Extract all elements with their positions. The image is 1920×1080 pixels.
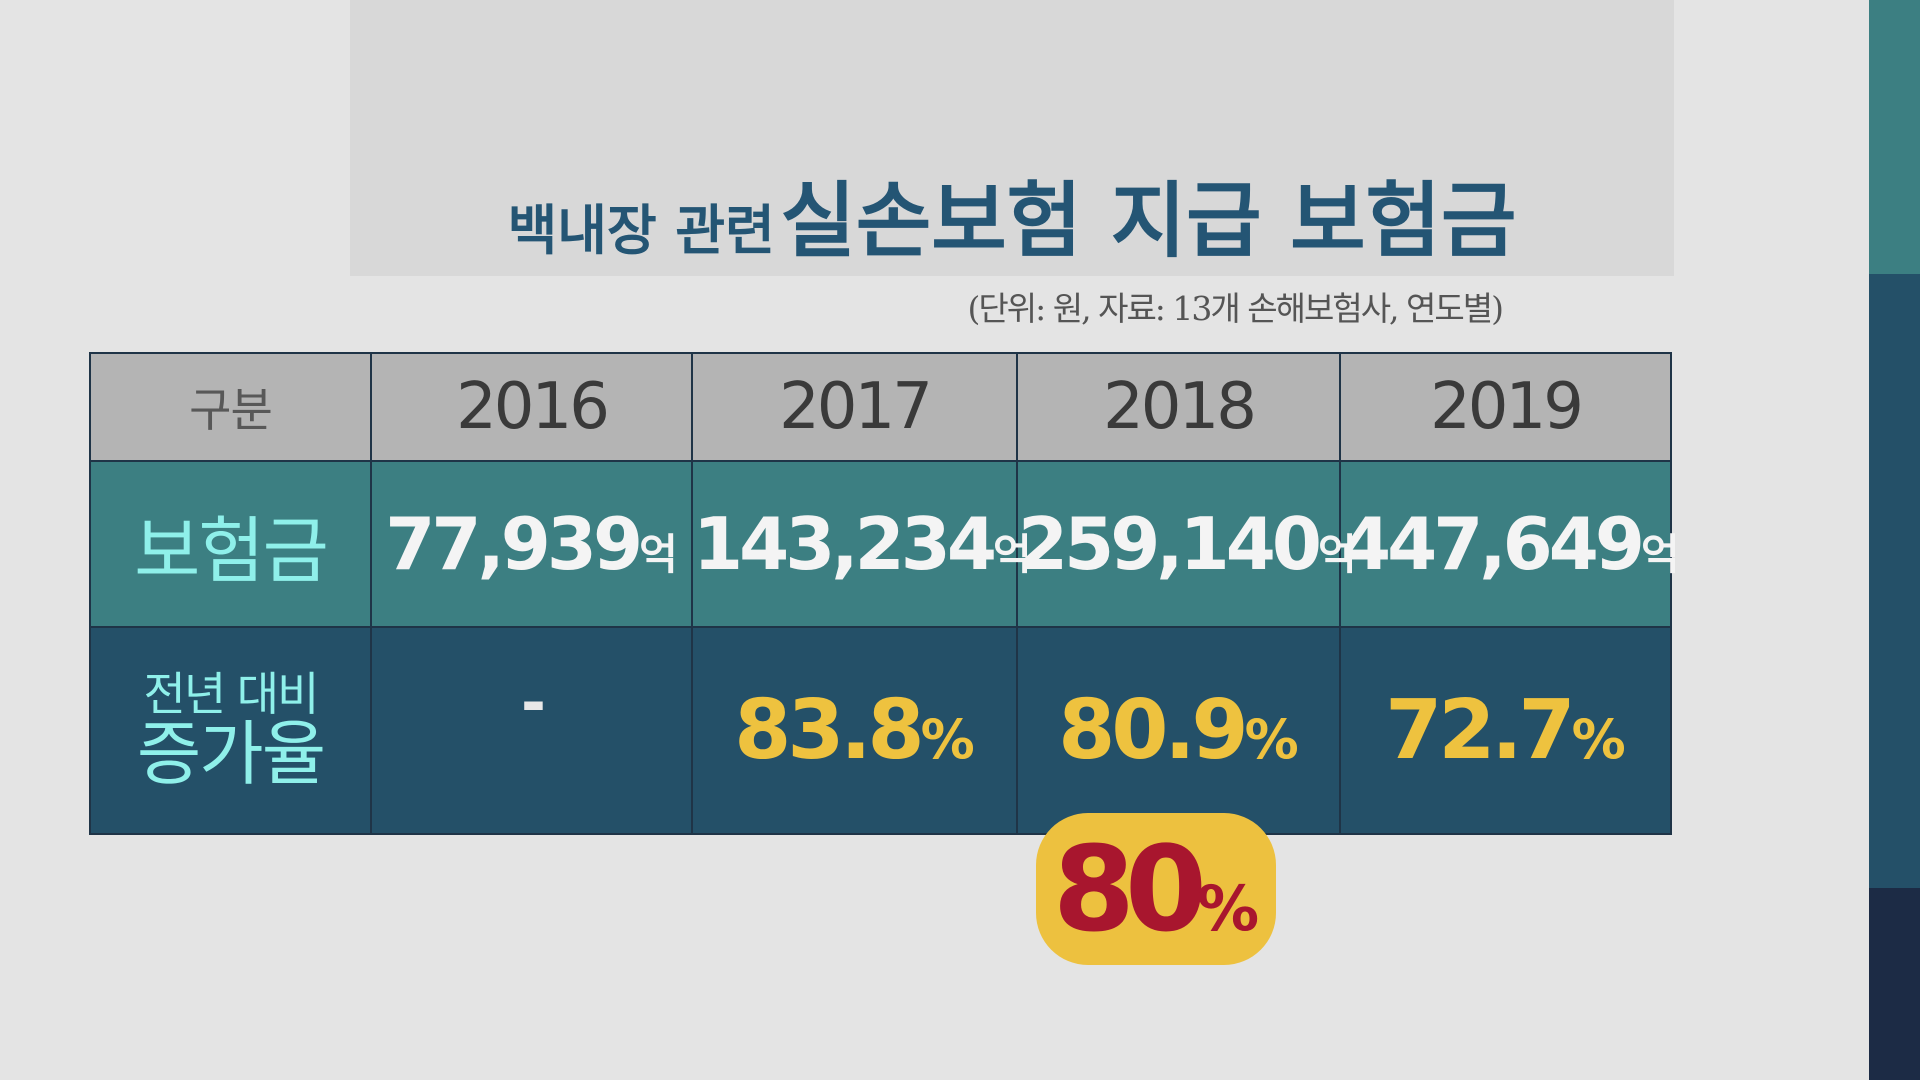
growth-suffix: % (1571, 708, 1626, 771)
title-panel (350, 0, 1674, 276)
amount-cell: 143,234억 (691, 460, 1032, 628)
growth-value: 80.9 (1058, 683, 1248, 778)
growth-cell: - (370, 626, 693, 835)
growth-label-line1: 전년 대비 (143, 666, 320, 721)
header-label: 구분 (89, 352, 372, 462)
growth-row-label: 전년 대비 증가율 (89, 626, 372, 835)
amount-value: 77,939 (385, 502, 643, 586)
growth-label-line2: 증가율 (136, 712, 326, 795)
amount-cell: 77,939억 (370, 460, 693, 628)
growth-row: 전년 대비 증가율 - 83.8% 80.9% 72.7% (89, 626, 1672, 835)
growth-value: - (521, 668, 546, 738)
header-year: 2016 (370, 352, 693, 462)
amount-value: 143,234 (693, 502, 997, 586)
amount-value: 259,140 (1018, 502, 1322, 586)
title-part1: 백내장 관련 (507, 199, 775, 262)
amount-value: 447,649 (1341, 502, 1645, 586)
header-year: 2019 (1339, 352, 1672, 462)
growth-cell: 80.9% (1016, 626, 1341, 835)
unit-note: (단위: 원, 자료: 13개 손해보험사, 연도별) (967, 289, 1504, 328)
amount-suffix: 억 (1640, 530, 1680, 579)
side-bar-middle (1869, 274, 1920, 888)
header-year: 2018 (1016, 352, 1341, 462)
header-year: 2017 (691, 352, 1018, 462)
amount-cell: 259,140억 (1016, 460, 1357, 628)
growth-suffix: % (1244, 708, 1299, 771)
side-bar-top (1869, 0, 1920, 274)
amount-row: 보험금 77,939억 143,234억 259,140억 447,649억 (89, 460, 1680, 628)
chart-title: 백내장 관련 실손보험 지급 보험금 (350, 172, 1674, 294)
growth-value: 83.8 (734, 683, 924, 778)
data-table: 구분 2016 2017 2018 2019 보험금 77,939억 143,2… (89, 352, 1680, 835)
header-row: 구분 2016 2017 2018 2019 (89, 352, 1672, 462)
amount-suffix: 억 (639, 530, 678, 579)
badge-suffix: % (1197, 872, 1260, 945)
amount-row-label: 보험금 (89, 460, 372, 628)
amount-cell: 447,649억 (1339, 460, 1680, 628)
side-bar-bottom (1869, 888, 1920, 1080)
title-part2: 실손보험 지급 보험금 (780, 174, 1517, 269)
growth-suffix: % (920, 708, 975, 771)
highlight-badge: 80% (1036, 813, 1276, 965)
growth-cell: 83.8% (691, 626, 1018, 835)
growth-cell: 72.7% (1339, 626, 1672, 835)
growth-value: 72.7 (1385, 683, 1575, 778)
badge-value: 80 (1052, 820, 1207, 958)
